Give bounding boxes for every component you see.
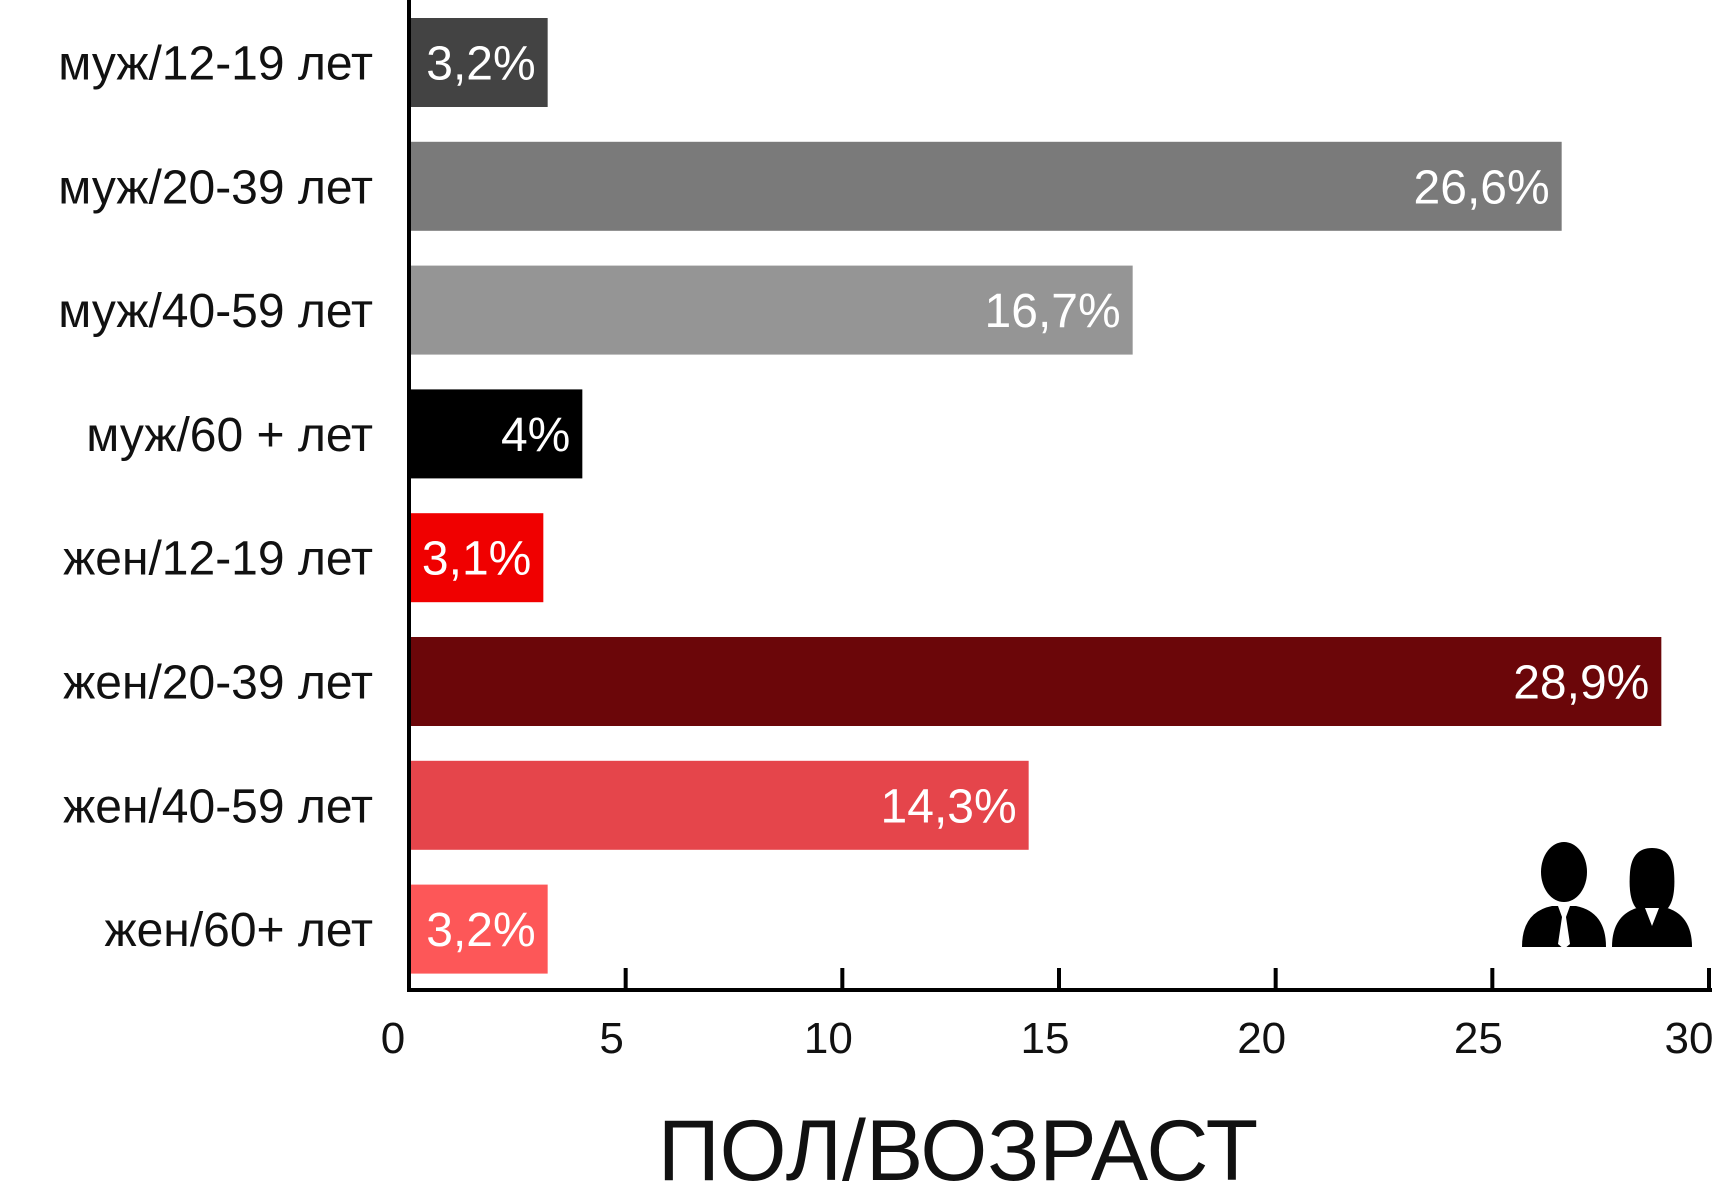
category-label: жен/40-59 лет bbox=[63, 780, 373, 833]
category-label: жен/20-39 лет bbox=[63, 657, 373, 710]
x-tick-label: 10 bbox=[804, 1014, 853, 1063]
category-label: муж/12-19 лет bbox=[58, 38, 373, 91]
bars-group bbox=[409, 18, 1662, 974]
value-label: 4% bbox=[501, 409, 570, 462]
value-label: 14,3% bbox=[881, 780, 1017, 833]
x-tick-label: 15 bbox=[1021, 1014, 1070, 1063]
category-label: жен/60+ лет bbox=[105, 904, 374, 957]
category-label: муж/40-59 лет bbox=[58, 285, 373, 338]
value-label: 3,2% bbox=[426, 904, 535, 957]
bar bbox=[409, 884, 548, 974]
x-tick-label: 25 bbox=[1454, 1014, 1503, 1063]
businesswoman-icon bbox=[1612, 848, 1692, 947]
bar bbox=[409, 18, 548, 107]
category-label: муж/60 + лет bbox=[86, 409, 373, 462]
x-axis-title: ПОЛ/ВОЗРАСТ bbox=[658, 1103, 1258, 1195]
bar bbox=[409, 265, 1133, 355]
value-label: 3,2% bbox=[426, 38, 535, 91]
x-tick-label: 30 bbox=[1665, 1014, 1714, 1063]
x-axis-tick-labels: 0 5 10 15 20 25 30 bbox=[381, 1014, 1714, 1063]
value-label: 3,1% bbox=[422, 533, 531, 586]
value-label: 26,6% bbox=[1414, 161, 1550, 214]
x-tick-label: 0 bbox=[381, 1014, 405, 1063]
bar bbox=[409, 389, 583, 479]
value-label: 16,7% bbox=[985, 285, 1121, 338]
bar bbox=[409, 637, 1662, 726]
bar bbox=[409, 513, 544, 603]
category-label: жен/12-19 лет bbox=[63, 533, 373, 586]
businessman-icon bbox=[1522, 842, 1606, 949]
value-label: 28,9% bbox=[1513, 657, 1649, 710]
value-labels: 3,2% 26,6% 16,7% 4% 3,1% 28,9% 14,3% 3,2% bbox=[422, 38, 1649, 958]
category-label: муж/20-39 лет bbox=[58, 161, 373, 214]
x-tick-label: 20 bbox=[1237, 1014, 1286, 1063]
bar bbox=[409, 760, 1029, 850]
x-tick-label: 5 bbox=[599, 1014, 623, 1063]
category-labels: муж/12-19 лет муж/20-39 лет муж/40-59 лет м… bbox=[58, 38, 373, 958]
x-axis-ticks bbox=[623, 968, 1711, 990]
bar bbox=[409, 141, 1562, 231]
